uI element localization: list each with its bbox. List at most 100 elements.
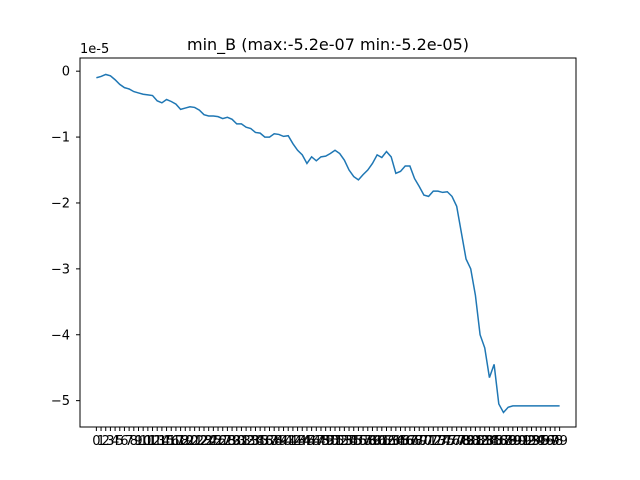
x-tick-label: 95 (533, 434, 550, 449)
x-tick-label: 33 (243, 434, 260, 449)
y-axis: 0 −1 −2 −3 −4 −5 (51, 65, 80, 409)
x-tick-label: 28 (219, 434, 236, 449)
x-tick-label: 93 (523, 434, 540, 449)
x-tick-label: 19 (177, 434, 194, 449)
x-tick-label: 17 (168, 434, 185, 449)
x-tick-label: 38 (266, 434, 283, 449)
x-tick-label: 73 (430, 434, 447, 449)
x-tick-label: 24 (200, 434, 217, 449)
x-tick-label: 71 (420, 434, 437, 449)
y-offset-label: 1e-5 (80, 42, 109, 57)
x-tick-label: 70 (416, 434, 433, 449)
x-tick-label: 56 (350, 434, 367, 449)
y-tick-label: 0 (62, 65, 70, 80)
x-tick-label: 7 (125, 434, 133, 449)
x-tick-label: 44 (294, 434, 311, 449)
x-tick-label: 74 (434, 434, 451, 449)
x-tick-label: 86 (491, 434, 508, 449)
y-tick-label: −2 (51, 196, 70, 211)
y-tick-label: −4 (51, 328, 70, 343)
chart-title: min_B (max:-5.2e-07 min:-5.2e-05) (187, 35, 469, 55)
x-tick-label: 0 (92, 434, 100, 449)
x-tick-label: 77 (448, 434, 465, 449)
x-tick-label: 55 (345, 434, 362, 449)
x-tick-label: 45 (299, 434, 316, 449)
x-tick-label: 99 (551, 434, 568, 449)
x-tick-label: 16 (163, 434, 180, 449)
x-tick-label: 8 (130, 434, 138, 449)
x-tick-label: 97 (542, 434, 559, 449)
x-tick-label: 18 (172, 434, 189, 449)
x-tick-label: 21 (186, 434, 203, 449)
x-tick-label: 14 (154, 434, 171, 449)
x-tick-label: 60 (369, 434, 386, 449)
x-tick-label: 66 (397, 434, 414, 449)
x-tick-label: 75 (439, 434, 456, 449)
x-tick-label: 64 (388, 434, 405, 449)
x-tick-label: 72 (425, 434, 442, 449)
y-tick-label: −5 (51, 394, 70, 409)
x-tick-label: 58 (360, 434, 377, 449)
x-tick-label: 82 (472, 434, 489, 449)
x-tick-label: 42 (285, 434, 302, 449)
x-tick-label: 63 (383, 434, 400, 449)
series-line (96, 73, 560, 414)
x-tick-label: 2 (102, 434, 110, 449)
x-tick-label: 25 (205, 434, 222, 449)
x-tick-label: 34 (247, 434, 264, 449)
x-tick-label: 67 (402, 434, 419, 449)
x-tick-label: 50 (322, 434, 339, 449)
x-tick-label: 1 (97, 434, 105, 449)
x-tick-label: 20 (182, 434, 199, 449)
x-tick-label: 79 (458, 434, 475, 449)
x-tick-label: 4 (111, 434, 119, 449)
x-tick-label: 78 (453, 434, 470, 449)
x-tick-label: 3 (106, 434, 114, 449)
x-tick-label: 35 (252, 434, 269, 449)
x-tick-label: 30 (228, 434, 245, 449)
x-tick-label: 31 (233, 434, 250, 449)
x-tick-label: 46 (303, 434, 320, 449)
x-tick-label: 90 (509, 434, 526, 449)
x-tick-label: 47 (308, 434, 325, 449)
x-tick-label: 76 (444, 434, 461, 449)
x-tick-label: 68 (406, 434, 423, 449)
x-tick-label: 9 (134, 434, 142, 449)
axes-frame (79, 57, 577, 428)
x-tick-label: 37 (261, 434, 278, 449)
x-tick-label: 5 (116, 434, 124, 449)
x-tick-label: 92 (519, 434, 536, 449)
x-tick-label: 65 (392, 434, 409, 449)
x-tick-label: 91 (514, 434, 531, 449)
x-tick-label: 62 (378, 434, 395, 449)
x-tick-label: 15 (158, 434, 175, 449)
x-tick-label: 29 (224, 434, 241, 449)
x-tick-label: 6 (120, 434, 128, 449)
y-tick-label: −3 (51, 262, 70, 277)
x-tick-label: 54 (341, 434, 358, 449)
x-tick-label: 84 (481, 434, 498, 449)
x-tick-label: 32 (238, 434, 255, 449)
x-tick-label: 48 (313, 434, 330, 449)
x-tick-label: 83 (476, 434, 493, 449)
x-tick-label: 27 (214, 434, 231, 449)
x-tick-label: 94 (528, 434, 545, 449)
x-tick-label: 39 (271, 434, 288, 449)
x-tick-label: 61 (374, 434, 391, 449)
x-tick-label: 53 (336, 434, 353, 449)
x-tick-label: 80 (462, 434, 479, 449)
x-tick-label: 12 (144, 434, 161, 449)
x-tick-label: 57 (355, 434, 372, 449)
x-tick-label: 59 (364, 434, 381, 449)
x-tick-label: 98 (547, 434, 564, 449)
x-tick-label: 89 (505, 434, 522, 449)
x-tick-label: 81 (467, 434, 484, 449)
x-tick-label: 52 (331, 434, 348, 449)
x-tick-label: 43 (289, 434, 306, 449)
x-tick-label: 10 (135, 434, 152, 449)
y-tick-label: −1 (51, 131, 70, 146)
x-tick-label: 85 (486, 434, 503, 449)
x-tick-label: 49 (317, 434, 334, 449)
x-tick-label: 88 (500, 434, 517, 449)
